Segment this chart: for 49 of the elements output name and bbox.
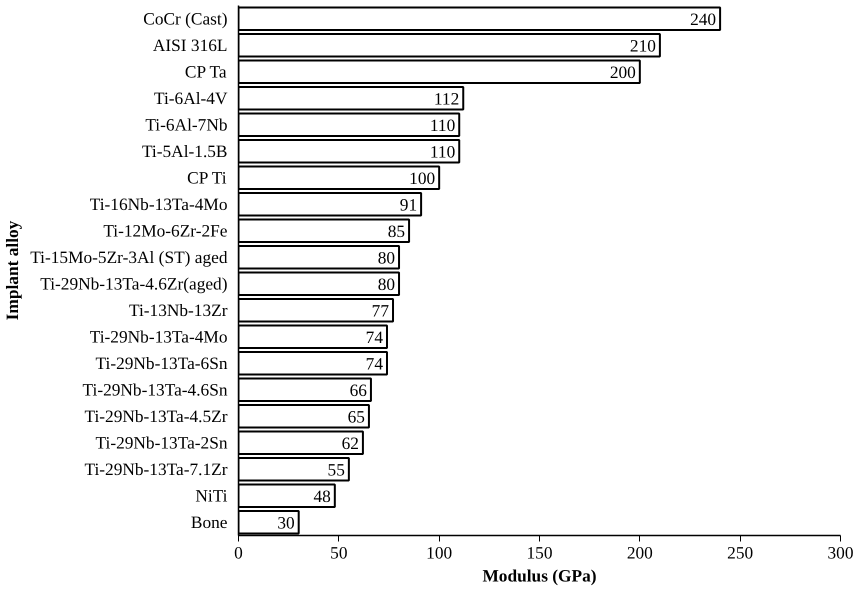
data-label: 74 bbox=[366, 354, 384, 374]
y-tick-label: Ti-13Nb-13Zr bbox=[128, 300, 228, 320]
x-tick-label: 300 bbox=[828, 544, 854, 562]
data-label: 48 bbox=[313, 486, 331, 506]
data-label: 80 bbox=[378, 274, 396, 294]
y-tick-label: Ti-29Nb-13Ta-4.5Zr bbox=[84, 406, 228, 426]
data-label: 210 bbox=[630, 36, 656, 56]
y-tick-label: Ti-29Nb-13Ta-4.6Sn bbox=[82, 380, 228, 400]
data-label: 110 bbox=[430, 142, 456, 162]
x-tick-label: 100 bbox=[426, 544, 452, 562]
data-label: 77 bbox=[372, 301, 390, 320]
y-tick-label: AISI 316L bbox=[152, 36, 228, 55]
x-tick-label: 50 bbox=[330, 544, 348, 562]
y-tick-label: NiTi bbox=[195, 486, 228, 506]
y-tick-label: Ti-29Nb-13Ta-7.1Zr bbox=[84, 460, 228, 479]
data-label: 65 bbox=[348, 407, 365, 426]
y-tick-label: Ti-5Al-1.5B bbox=[142, 142, 228, 161]
y-axis-title: Implant alloy bbox=[3, 220, 22, 320]
data-label: 62 bbox=[342, 434, 359, 453]
y-tick-label: Ti-12Mo-6Zr-2Fe bbox=[103, 221, 228, 240]
x-tick-label: 150 bbox=[526, 544, 553, 562]
y-tick-label: Ti-16Nb-13Ta-4Mo bbox=[90, 194, 228, 214]
data-label: 91 bbox=[400, 195, 418, 214]
data-label: 100 bbox=[409, 168, 436, 188]
data-label: 200 bbox=[610, 62, 636, 82]
data-label: 240 bbox=[690, 10, 716, 29]
y-tick-label: Ti-15Mo-5Zr-3Al (ST) aged bbox=[30, 248, 228, 267]
y-tick-label: Ti-29Nb-13Ta-4Mo bbox=[90, 327, 228, 346]
data-label: 80 bbox=[378, 248, 396, 268]
y-tick-label: CoCr (Cast) bbox=[143, 9, 228, 28]
y-tick-label: Ti-29Nb-13Ta-4.6Zr(aged) bbox=[40, 274, 228, 294]
x-tick-label: 250 bbox=[727, 544, 754, 562]
data-label: 85 bbox=[388, 222, 406, 241]
y-tick-label: Ti-29Nb-13Ta-6Sn bbox=[96, 354, 228, 373]
data-label: 112 bbox=[434, 89, 460, 108]
y-tick-label: Ti-6Al-7Nb bbox=[145, 115, 228, 134]
data-label: 55 bbox=[328, 460, 345, 480]
y-tick-label: CP Ta bbox=[184, 62, 227, 82]
y-tick-label: Bone bbox=[190, 512, 228, 532]
y-tick-label: Ti-29Nb-13Ta-2Sn bbox=[96, 433, 228, 452]
data-label: 66 bbox=[350, 380, 368, 400]
data-label: 30 bbox=[277, 513, 295, 532]
y-tick-label: CP Ti bbox=[187, 168, 227, 188]
x-tick-label: 0 bbox=[234, 544, 243, 562]
x-tick-label: 200 bbox=[626, 544, 653, 562]
y-tick-label: Ti-6Al-4V bbox=[154, 88, 228, 108]
data-label: 110 bbox=[430, 116, 456, 135]
x-axis-title: Modulus (GPa) bbox=[482, 566, 597, 586]
data-label: 74 bbox=[366, 328, 384, 347]
